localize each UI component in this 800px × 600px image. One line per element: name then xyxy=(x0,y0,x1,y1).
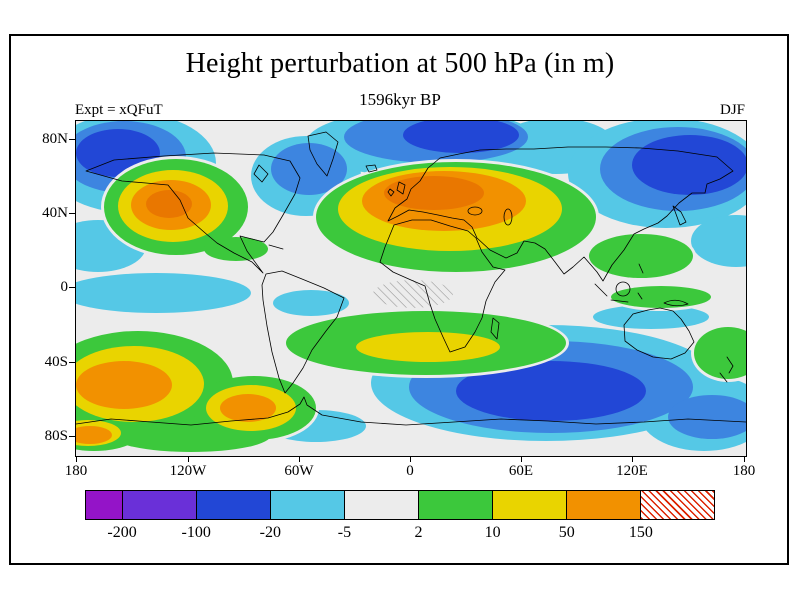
low-coralsea xyxy=(593,305,709,329)
x-tick-label: 180 xyxy=(732,463,756,479)
x-tick-label: 180 xyxy=(64,463,88,479)
coast-philippines xyxy=(638,263,644,274)
high-spacific-core xyxy=(76,361,172,409)
colorbar-boundary-label: 2 xyxy=(414,524,423,541)
coast-australia xyxy=(623,307,695,360)
high-europe-peak xyxy=(384,176,484,210)
coast-sumatra xyxy=(594,283,608,297)
colorbar-segment-0 xyxy=(86,491,123,519)
x-tick-mark xyxy=(410,457,411,462)
experiment-label: Expt = xQFuT xyxy=(75,102,163,118)
high-eastasia xyxy=(589,234,693,278)
high-samerica-core xyxy=(220,394,276,422)
x-tick-label: 0 xyxy=(406,463,414,479)
x-tick-label: 120W xyxy=(169,463,207,479)
coast-new-guinea xyxy=(663,299,689,307)
coast-java xyxy=(610,299,629,303)
low-neasia-core xyxy=(632,135,746,195)
low-wpacific-outer xyxy=(691,215,746,267)
y-tick-label: 80N xyxy=(42,131,68,147)
high-antarctic-west-core xyxy=(76,426,112,444)
colorbar-segment-1 xyxy=(122,491,197,519)
coast-africa xyxy=(379,219,506,353)
high-indonesia xyxy=(611,286,711,308)
page-frame xyxy=(9,34,789,565)
y-tick-label: 0 xyxy=(60,279,69,295)
y-tick-mark xyxy=(69,287,75,288)
x-tick-mark xyxy=(188,457,189,462)
coast-cuba xyxy=(268,244,284,250)
plot-title: Height perturbation at 500 hPa (in m) xyxy=(185,48,615,79)
high-satlantic-mid xyxy=(356,332,500,362)
coast-eurasia xyxy=(387,146,734,282)
x-tick-label: 120E xyxy=(616,463,648,479)
low-natlantic-mid xyxy=(271,143,347,195)
coastlines xyxy=(76,131,746,426)
coast-south-america xyxy=(261,270,345,394)
colorbar-boundary-label: 150 xyxy=(628,524,653,541)
x-tick-label: 60W xyxy=(284,463,314,479)
colorbar-segment-4 xyxy=(344,491,419,519)
coast-black-sea xyxy=(467,206,483,216)
x-tick-mark xyxy=(744,457,745,462)
x-tick-mark xyxy=(76,457,77,462)
low-eqpacific-band xyxy=(76,273,251,313)
y-tick-label: 40N xyxy=(42,205,68,221)
coast-iceland xyxy=(365,164,378,173)
x-tick-label: 60E xyxy=(508,463,534,479)
colorbar-segment-6 xyxy=(492,491,567,519)
map-plot xyxy=(75,120,747,457)
season-label: DJF xyxy=(719,102,745,118)
coast-antarctica xyxy=(76,396,746,426)
coast-caspian-sea xyxy=(503,208,513,226)
coast-japan xyxy=(672,205,687,226)
colorbar-segment-3 xyxy=(270,491,345,519)
coast-madagascar xyxy=(490,317,500,340)
colorbar-segment-7 xyxy=(566,491,641,519)
y-tick-mark xyxy=(69,139,75,140)
colorbar-boundary-label: -200 xyxy=(107,524,137,541)
coast-borneo xyxy=(615,281,631,297)
positive-anomaly-core xyxy=(76,171,526,444)
low-sindian-core xyxy=(456,361,646,421)
coast-greenland xyxy=(307,131,339,177)
colorbar-boundary-label: 50 xyxy=(558,524,575,541)
y-tick-label: 80S xyxy=(44,428,68,444)
y-tick-mark xyxy=(69,213,75,214)
y-tick-label: 40S xyxy=(44,354,68,370)
low-eqatlantic xyxy=(273,290,349,316)
low-sindian-east-mid xyxy=(668,395,746,439)
x-tick-mark xyxy=(299,457,300,462)
colorbar-labels: -200 -100 -20 -5 2 10 50 150 xyxy=(85,524,715,544)
colorbar-segment-5 xyxy=(418,491,493,519)
colorbar-boundary-label: -5 xyxy=(337,524,352,541)
colorbar-segment-8 xyxy=(640,491,714,519)
colorbar-segment-2 xyxy=(196,491,271,519)
high-namerica-peak xyxy=(146,190,192,218)
x-tick-mark xyxy=(632,457,633,462)
colorbar-segments xyxy=(85,490,715,520)
colorbar-boundary-label: 10 xyxy=(484,524,501,541)
plot-subtitle: 1596kyr BP xyxy=(359,90,441,109)
coast-hudson-bay xyxy=(253,164,269,183)
coast-north-america xyxy=(85,152,301,274)
low-arctic-europe-core xyxy=(403,121,519,153)
y-tick-mark xyxy=(69,362,75,363)
coast-new-zealand xyxy=(719,356,734,383)
coast-sulawesi xyxy=(637,292,643,300)
colorbar-boundary-label: -100 xyxy=(181,524,211,541)
high-midatlantic xyxy=(204,237,268,261)
coast-uk xyxy=(396,181,406,195)
y-tick-mark xyxy=(69,436,75,437)
coast-ireland xyxy=(387,188,395,197)
colorbar-boundary-label: -20 xyxy=(259,524,281,541)
world-map-svg xyxy=(76,121,746,456)
stippled-region xyxy=(373,280,453,308)
x-tick-mark xyxy=(521,457,522,462)
